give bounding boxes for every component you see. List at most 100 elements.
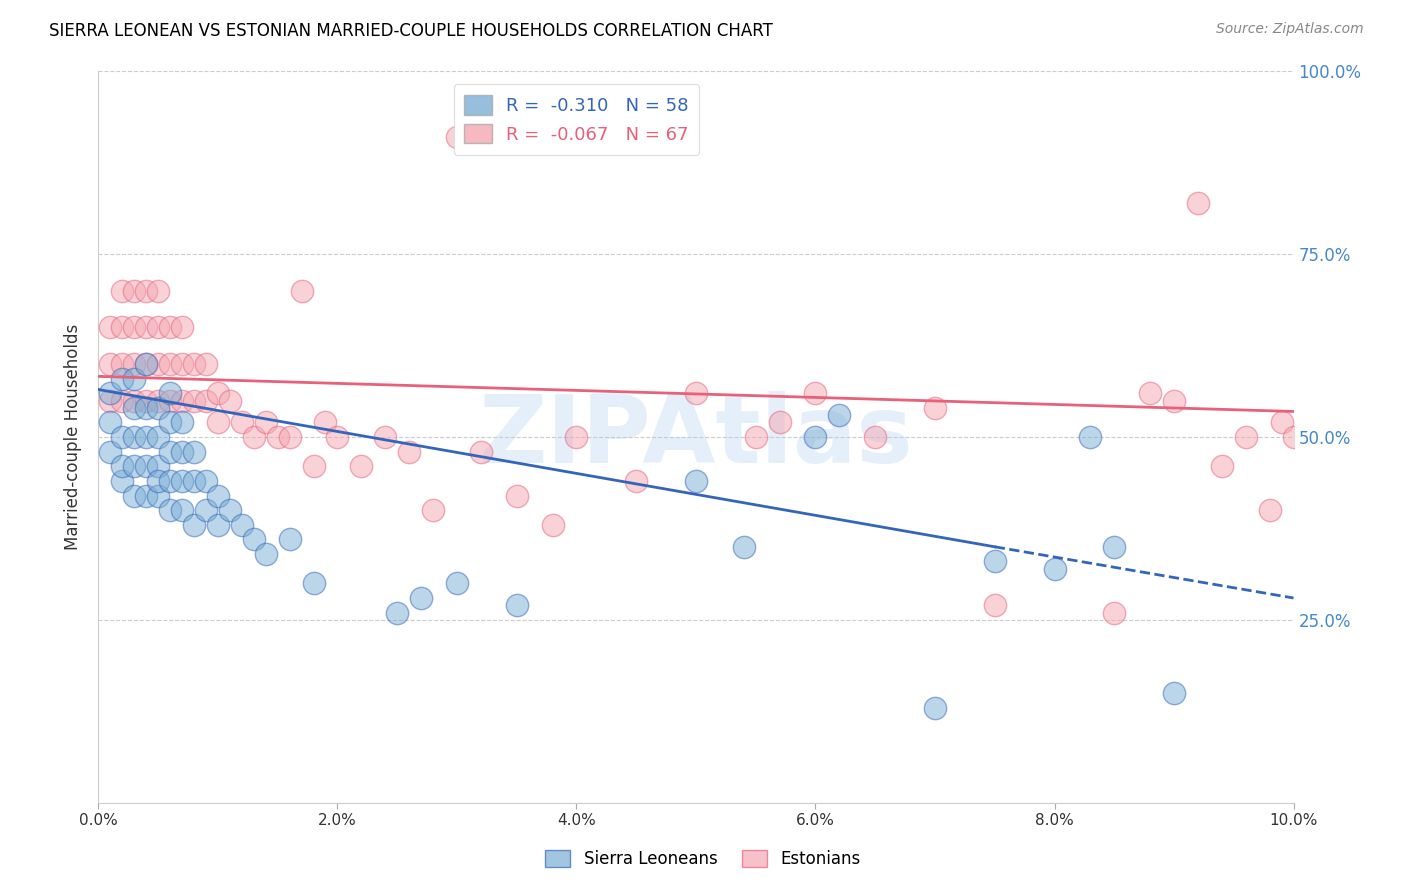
Point: [1211, 459, 1233, 474]
Point: [159, 386, 181, 401]
Point: [98, 386, 122, 401]
Point: [291, 284, 314, 298]
Point: [148, 393, 170, 408]
Point: [135, 430, 157, 444]
Point: [111, 459, 134, 474]
Point: [111, 393, 134, 408]
Point: [111, 357, 134, 371]
Point: [1080, 430, 1102, 444]
Point: [135, 357, 157, 371]
Point: [183, 444, 205, 458]
Point: [685, 386, 707, 401]
Point: [1282, 430, 1305, 444]
Point: [207, 416, 229, 430]
Point: [1104, 540, 1126, 554]
Point: [124, 401, 146, 415]
Point: [172, 416, 194, 430]
Point: [159, 444, 181, 458]
Point: [984, 554, 1007, 568]
Point: [98, 444, 122, 458]
Point: [804, 386, 827, 401]
Point: [124, 357, 146, 371]
Point: [172, 444, 194, 458]
Point: [565, 430, 588, 444]
Point: [148, 459, 170, 474]
Text: SIERRA LEONEAN VS ESTONIAN MARRIED-COUPLE HOUSEHOLDS CORRELATION CHART: SIERRA LEONEAN VS ESTONIAN MARRIED-COUPL…: [49, 22, 773, 40]
Point: [865, 430, 887, 444]
Point: [243, 533, 266, 547]
Point: [350, 459, 373, 474]
Point: [124, 320, 146, 334]
Point: [302, 576, 325, 591]
Point: [148, 357, 170, 371]
Point: [124, 489, 146, 503]
Point: [385, 606, 409, 620]
Point: [1139, 386, 1161, 401]
Point: [1163, 686, 1185, 700]
Point: [1163, 393, 1185, 408]
Text: Source: ZipAtlas.com: Source: ZipAtlas.com: [1216, 22, 1364, 37]
Point: [183, 357, 205, 371]
Point: [195, 474, 218, 488]
Point: [172, 320, 194, 334]
Point: [148, 430, 170, 444]
Point: [159, 416, 181, 430]
Point: [278, 533, 301, 547]
Point: [111, 371, 134, 385]
Point: [135, 284, 157, 298]
Point: [541, 517, 564, 532]
Point: [135, 459, 157, 474]
Point: [148, 489, 170, 503]
Y-axis label: Married-couple Households: Married-couple Households: [65, 324, 83, 550]
Point: [98, 393, 122, 408]
Point: [98, 416, 122, 430]
Point: [278, 430, 301, 444]
Point: [769, 416, 792, 430]
Point: [315, 416, 337, 430]
Point: [124, 430, 146, 444]
Point: [183, 517, 205, 532]
Point: [1234, 430, 1257, 444]
Point: [148, 401, 170, 415]
Point: [172, 393, 194, 408]
Point: [302, 459, 325, 474]
Point: [207, 517, 229, 532]
Point: [422, 503, 444, 517]
Point: [506, 489, 529, 503]
Point: [1104, 606, 1126, 620]
Point: [231, 517, 253, 532]
Point: [254, 547, 277, 561]
Point: [374, 430, 396, 444]
Point: [135, 401, 157, 415]
Point: [924, 700, 946, 714]
Point: [745, 430, 768, 444]
Point: [183, 474, 205, 488]
Point: [124, 393, 146, 408]
Point: [243, 430, 266, 444]
Point: [984, 599, 1007, 613]
Point: [1187, 196, 1209, 211]
Point: [446, 130, 468, 145]
Point: [159, 474, 181, 488]
Point: [148, 320, 170, 334]
Point: [1258, 503, 1281, 517]
Legend: R =  -0.310   N = 58, R =  -0.067   N = 67: R = -0.310 N = 58, R = -0.067 N = 67: [454, 84, 699, 154]
Point: [172, 503, 194, 517]
Point: [111, 430, 134, 444]
Point: [183, 393, 205, 408]
Point: [828, 408, 851, 422]
Point: [98, 320, 122, 334]
Point: [446, 576, 468, 591]
Point: [124, 284, 146, 298]
Point: [111, 320, 134, 334]
Point: [804, 430, 827, 444]
Point: [411, 591, 433, 605]
Point: [98, 357, 122, 371]
Point: [733, 540, 755, 554]
Point: [254, 416, 277, 430]
Point: [111, 474, 134, 488]
Point: [159, 320, 181, 334]
Point: [326, 430, 349, 444]
Point: [135, 489, 157, 503]
Point: [124, 371, 146, 385]
